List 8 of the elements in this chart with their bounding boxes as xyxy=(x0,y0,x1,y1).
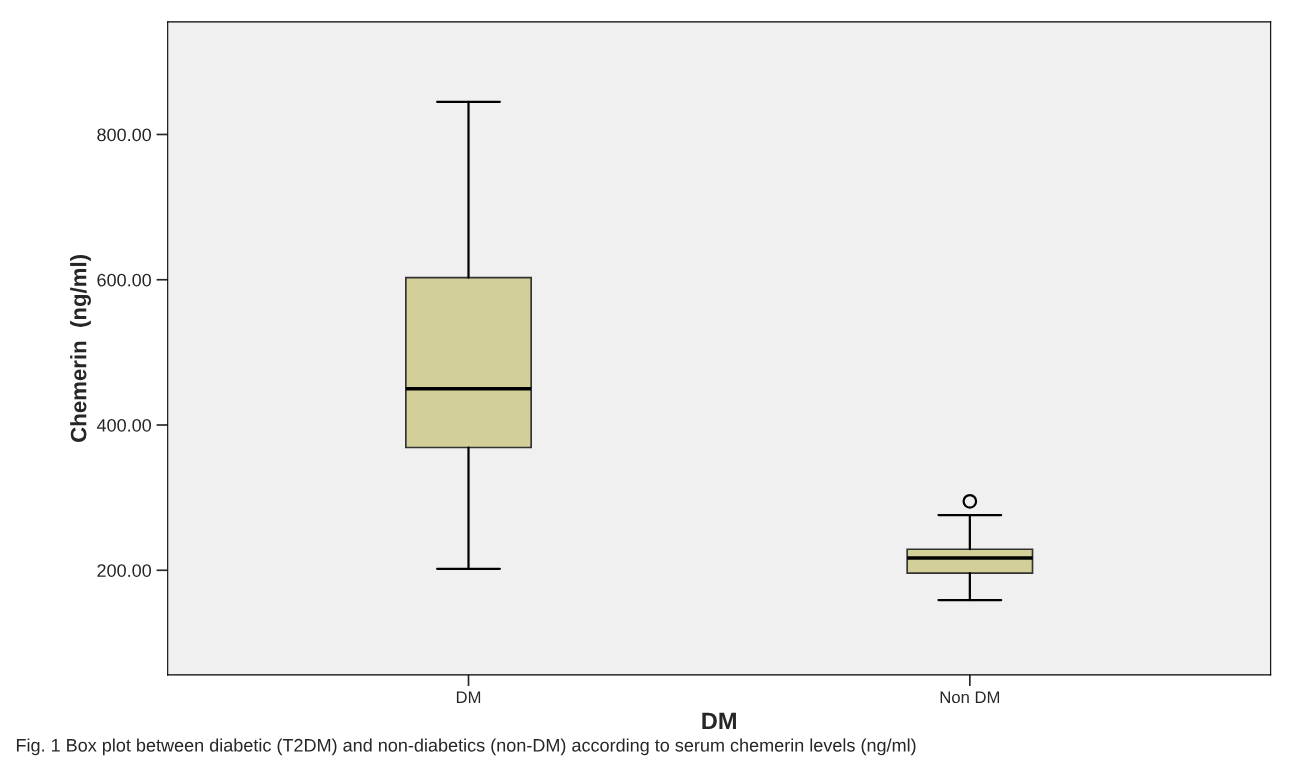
y-tick-label: 800.00 xyxy=(97,128,152,142)
x-axis-title: DM xyxy=(702,712,736,730)
x-tick-label: Non DM xyxy=(940,691,1000,704)
y-tick-label: 200.00 xyxy=(97,564,152,577)
y-tick-label: 400.00 xyxy=(96,418,152,432)
y-axis-title: Chemerin (ng/ml) xyxy=(70,255,91,442)
y-tick-label: 600.00 xyxy=(97,273,152,287)
caption: Fig. 1 Box plot between diabetic (T2DM) and non-diabetics (non-DM) according to serum chemerin levels (ng/ml) xyxy=(16,738,916,756)
